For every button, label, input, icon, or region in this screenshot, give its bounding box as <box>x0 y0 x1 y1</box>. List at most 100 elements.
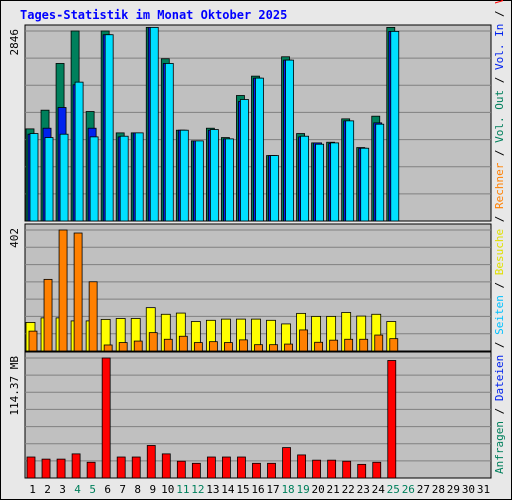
day-tick-label: 22 <box>342 483 355 496</box>
day-tick-label: 6 <box>104 483 111 496</box>
rechner-bar <box>88 281 98 352</box>
volumen-bar <box>101 357 111 479</box>
day-tick-label: 13 <box>206 483 219 496</box>
side-legend-item: Besuche <box>493 229 506 275</box>
rechner-bar <box>163 338 173 352</box>
seiten-bar <box>270 155 279 222</box>
seiten-bar <box>179 129 189 222</box>
rechner-bar <box>314 341 324 352</box>
seiten-bar <box>360 147 370 222</box>
side-legend-item: Dateien <box>493 355 506 401</box>
rechner-bar <box>58 229 68 352</box>
volumen-bar <box>56 458 66 479</box>
volumen-bar <box>131 456 141 479</box>
top-max-label: 2846 <box>8 29 21 56</box>
day-tick-label: 16 <box>251 483 264 496</box>
bottom-panel-background <box>24 351 492 479</box>
day-tick-label: 12 <box>191 483 204 496</box>
rechner-bar <box>103 344 113 352</box>
day-tick-label: 21 <box>327 483 340 496</box>
rechner-bar <box>239 339 248 352</box>
day-tick-label: 19 <box>296 483 309 496</box>
side-legend-item: / <box>493 275 506 295</box>
day-tick-label: 17 <box>266 483 279 496</box>
rechner-bar <box>178 335 188 352</box>
volumen-bar <box>387 360 397 479</box>
day-tick-label: 2 <box>44 483 51 496</box>
side-legend-item: Vol. In <box>493 24 506 70</box>
side-legend-item: / <box>493 209 506 229</box>
side-legend-item: / <box>493 143 506 163</box>
seiten-bar <box>194 140 204 222</box>
volumen-bar <box>71 453 81 479</box>
seiten-bar <box>345 120 355 222</box>
seiten-bar <box>134 132 144 222</box>
rechner-bar <box>299 329 308 352</box>
day-tick-label: 23 <box>357 483 370 496</box>
volumen-bar <box>176 460 186 479</box>
rechner-bar <box>329 339 339 352</box>
volumen-bar <box>282 447 291 479</box>
rechner-bar <box>224 342 233 352</box>
day-tick-label: 10 <box>161 483 174 496</box>
day-tick-label: 9 <box>149 483 156 496</box>
volumen-bar <box>312 459 322 479</box>
seiten-bar <box>29 133 39 222</box>
volumen-bar <box>116 456 126 479</box>
side-legend: Anfragen / Dateien / Seiten / Besuche / … <box>493 0 506 474</box>
day-tick-label: 8 <box>134 483 141 496</box>
seiten-bar <box>225 138 234 222</box>
bottom-panel: 114.37 MB <box>8 351 492 479</box>
middle-max-label: 402 <box>8 228 21 248</box>
volumen-bar <box>327 459 337 479</box>
day-tick-label: 11 <box>176 483 189 496</box>
side-legend-item: Volumen <box>493 0 506 4</box>
side-legend-item: Seiten <box>493 295 506 335</box>
volumen-bar <box>267 462 276 479</box>
side-legend-item: / <box>493 335 506 355</box>
rechner-bar <box>133 340 143 352</box>
day-tick-label: 1 <box>29 483 36 496</box>
side-legend-item: / <box>493 70 506 90</box>
rechner-bar <box>254 344 263 352</box>
seiten-bar <box>300 135 309 222</box>
side-legend-item: / <box>493 4 506 24</box>
day-tick-label: 31 <box>477 483 490 496</box>
seiten-bar <box>375 123 385 222</box>
day-tick-label: 30 <box>462 483 475 496</box>
side-legend-item: Vol. Out <box>493 90 506 143</box>
day-tick-label: 4 <box>74 483 81 496</box>
volumen-bar <box>372 461 382 479</box>
volumen-bar <box>222 456 231 479</box>
seiten-bar <box>390 31 400 222</box>
day-tick-label: 3 <box>59 483 66 496</box>
volumen-bar <box>26 456 36 479</box>
volumen-bar <box>41 458 51 479</box>
day-tick-label: 29 <box>447 483 460 496</box>
middle-panel: 402 <box>8 223 492 352</box>
volumen-bar <box>297 454 306 479</box>
seiten-bar <box>209 129 219 222</box>
side-legend-item: Rechner <box>493 162 506 209</box>
rechner-bar <box>193 342 203 352</box>
day-tick-label: 15 <box>236 483 249 496</box>
volumen-bar <box>342 460 352 479</box>
volumen-bar <box>357 463 367 479</box>
day-tick-label: 27 <box>417 483 430 496</box>
seiten-bar <box>74 81 84 222</box>
seiten-bar <box>255 77 264 222</box>
volumen-bar <box>86 461 96 479</box>
rechner-bar <box>43 278 53 352</box>
volumen-bar <box>146 445 156 479</box>
day-tick-label: 20 <box>312 483 325 496</box>
rechner-bar <box>148 332 158 352</box>
day-tick-label: 7 <box>119 483 126 496</box>
day-tick-label: 5 <box>89 483 96 496</box>
rechner-bar <box>208 341 218 352</box>
day-tick-label: 25 <box>387 483 400 496</box>
rechner-bar <box>344 338 354 352</box>
seiten-bar <box>104 34 114 222</box>
day-tick-label: 26 <box>402 483 415 496</box>
day-tick-label: 14 <box>221 483 235 496</box>
